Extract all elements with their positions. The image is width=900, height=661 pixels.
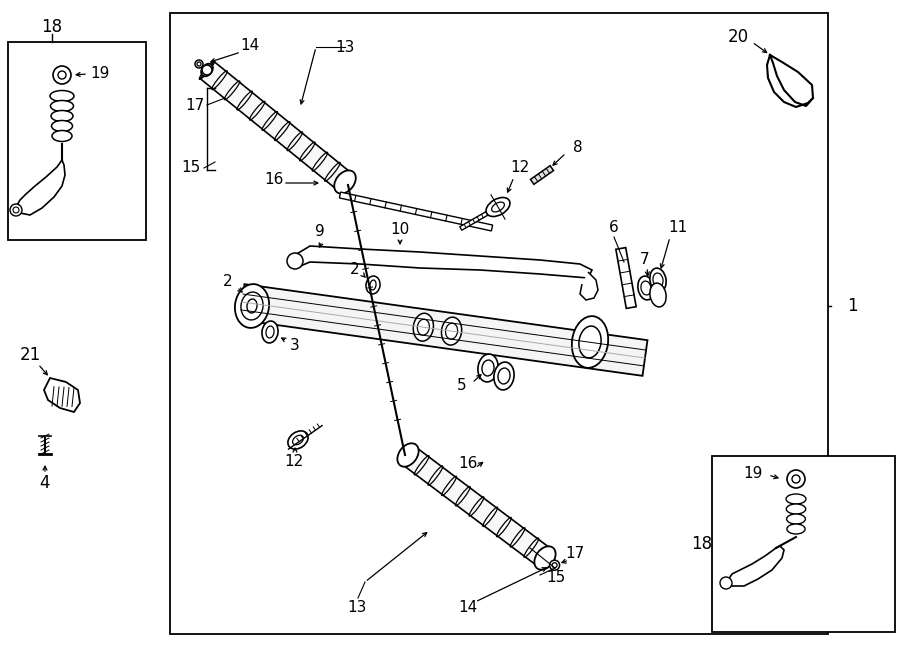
Circle shape [552,563,557,568]
Circle shape [287,253,303,269]
Text: 1: 1 [847,297,858,315]
Circle shape [53,66,71,84]
Polygon shape [44,378,80,412]
Ellipse shape [292,435,303,445]
Circle shape [792,475,800,483]
Ellipse shape [652,273,663,287]
Ellipse shape [398,444,418,467]
Bar [170,13,828,634]
Ellipse shape [787,514,806,524]
Ellipse shape [787,504,806,514]
Ellipse shape [247,299,257,313]
Polygon shape [530,166,554,184]
Circle shape [197,62,201,66]
Polygon shape [401,446,552,566]
Ellipse shape [51,110,73,122]
Text: 16: 16 [265,173,284,188]
Ellipse shape [486,198,510,217]
Text: 18: 18 [41,18,63,36]
Circle shape [720,577,732,589]
Ellipse shape [52,130,72,141]
Ellipse shape [491,202,504,212]
Text: 10: 10 [391,223,410,237]
Ellipse shape [370,280,376,290]
Circle shape [195,60,203,68]
Ellipse shape [288,431,308,449]
Text: 2: 2 [223,274,233,290]
Text: 11: 11 [669,221,688,235]
Ellipse shape [335,171,355,192]
Ellipse shape [262,321,278,343]
Polygon shape [728,546,784,586]
Ellipse shape [787,524,806,534]
Ellipse shape [494,362,514,390]
Circle shape [550,561,560,570]
Ellipse shape [446,323,457,339]
Polygon shape [16,160,65,215]
Text: 21: 21 [20,346,40,364]
Text: 20: 20 [727,28,749,46]
Text: 4: 4 [40,474,50,492]
Ellipse shape [650,268,666,292]
Text: 15: 15 [546,570,565,586]
Ellipse shape [418,319,429,335]
Bar [712,456,895,632]
Text: 17: 17 [565,545,585,561]
Ellipse shape [413,313,434,341]
Text: 2: 2 [350,262,360,278]
Text: 13: 13 [347,600,366,615]
Ellipse shape [535,546,555,570]
Text: 8: 8 [573,139,583,155]
Text: 7: 7 [640,253,650,268]
Ellipse shape [650,283,666,307]
Text: 16: 16 [458,455,478,471]
Ellipse shape [442,317,462,345]
Text: 14: 14 [458,600,478,615]
Polygon shape [339,192,492,231]
Polygon shape [460,212,488,230]
Polygon shape [200,61,352,190]
Bar [8,42,146,240]
Ellipse shape [579,326,601,358]
Text: 15: 15 [182,161,201,176]
Text: 5: 5 [457,379,467,393]
Ellipse shape [478,354,498,382]
Circle shape [58,71,66,79]
Polygon shape [295,246,592,278]
Ellipse shape [638,276,654,300]
Ellipse shape [786,494,806,504]
Ellipse shape [266,326,274,338]
Text: 6: 6 [609,221,619,235]
Circle shape [787,470,805,488]
Text: 19: 19 [90,65,110,81]
Polygon shape [616,248,636,309]
Ellipse shape [498,368,510,384]
Ellipse shape [572,316,608,368]
Text: 19: 19 [743,467,762,481]
Ellipse shape [241,292,263,320]
Polygon shape [580,272,598,300]
Text: 12: 12 [510,159,529,175]
Circle shape [13,207,19,213]
Ellipse shape [201,63,213,76]
Ellipse shape [235,284,269,328]
Ellipse shape [482,360,494,376]
Text: 18: 18 [691,535,713,553]
Text: 3: 3 [290,338,300,354]
Ellipse shape [366,276,380,294]
Text: 12: 12 [284,455,303,469]
Text: 17: 17 [185,98,204,112]
Text: 14: 14 [240,38,259,54]
Text: 9: 9 [315,225,325,239]
Text: 13: 13 [336,40,355,54]
Polygon shape [239,284,647,376]
Circle shape [202,65,212,75]
Ellipse shape [334,171,356,194]
Circle shape [10,204,22,216]
Ellipse shape [641,281,651,295]
Ellipse shape [51,120,73,132]
Ellipse shape [50,91,74,102]
Ellipse shape [50,100,74,112]
